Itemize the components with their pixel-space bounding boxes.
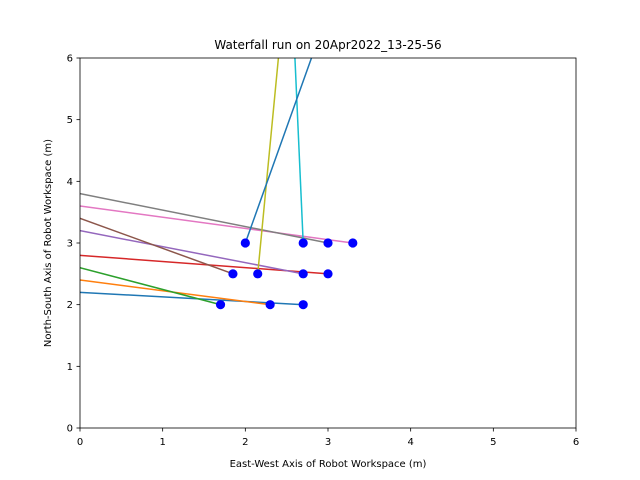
x-tick-label: 3 [325,437,331,448]
y-axis-ticks: 0 1 2 3 4 5 6 [67,54,80,435]
y-tick-label: 2 [67,300,73,311]
series-line-5 [80,229,305,275]
waypoint-marker [323,238,333,248]
y-axis-label: North-South Axis of Robot Workspace (m) [43,139,54,347]
waypoint-marker [298,238,308,248]
y-tick-label: 6 [67,54,73,65]
x-tick-label: 2 [242,437,248,448]
chart-title: Waterfall run on 20Apr2022_13-25-56 [214,38,441,52]
waypoint-marker [253,269,263,279]
series-layer [80,58,354,306]
x-axis-ticks: 0 1 2 3 4 5 6 [77,428,579,448]
waypoint-marker [265,300,275,310]
series-line-11 [244,58,313,244]
waypoint-marker [348,238,358,248]
x-tick-label: 0 [77,437,83,448]
series-line-10 [294,58,304,244]
y-tick-label: 1 [67,362,73,373]
waypoint-marker [228,269,238,279]
waypoint-marker [323,269,333,279]
series-line-1 [80,291,304,306]
y-tick-label: 5 [67,115,73,126]
series-line-7 [80,205,354,244]
x-tick-label: 5 [490,437,496,448]
y-tick-label: 3 [67,239,73,250]
x-axis-label: East-West Axis of Robot Workspace (m) [230,459,427,470]
marker-layer [215,238,358,310]
x-tick-label: 1 [159,437,165,448]
y-tick-label: 0 [67,424,73,435]
waypoint-marker [298,300,308,310]
series-line-9 [256,58,280,275]
x-tick-label: 4 [407,437,413,448]
series-line-3 [80,266,222,306]
y-tick-label: 4 [67,177,73,188]
series-line-8 [80,192,329,244]
x-tick-label: 6 [573,437,579,448]
series-line-6 [80,217,234,275]
waypoint-marker [240,238,250,248]
waypoint-marker [215,300,226,310]
waypoint-marker [298,269,308,279]
